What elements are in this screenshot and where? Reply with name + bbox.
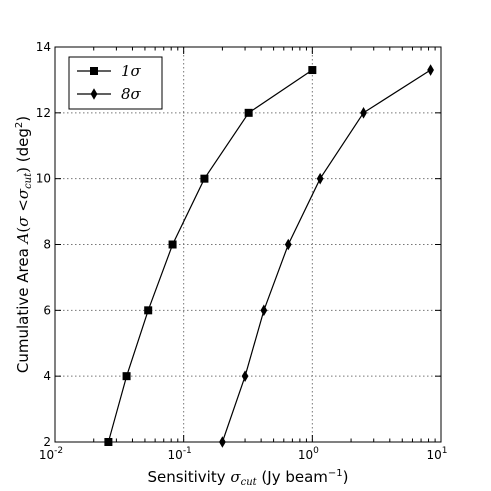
y-tick-label: 4 xyxy=(43,369,51,383)
ticks xyxy=(54,46,442,443)
y-tick-label: 8 xyxy=(43,238,51,252)
data-point xyxy=(168,240,177,249)
y-tick-label: 2 xyxy=(43,435,51,449)
legend-marker xyxy=(90,67,98,75)
data-point xyxy=(360,107,367,119)
y-tick-label: 14 xyxy=(36,40,51,54)
tick-labels: 2 4 6 8 10 12 14 10-2 10-1 100 101 xyxy=(36,40,448,462)
legend-entry-8sigma: 8σ xyxy=(121,85,142,103)
data-point xyxy=(200,174,209,183)
data-point xyxy=(308,66,317,75)
x-tick-label: 10-1 xyxy=(168,446,192,462)
data-point xyxy=(144,306,153,315)
legend-entry-1sigma: 1σ xyxy=(121,62,142,80)
x-axis-label: Sensitivity σcut (Jy beam−1) xyxy=(147,468,348,488)
data-point xyxy=(427,64,434,76)
y-axis-label: Cumulative Area A(σ <σcut) (deg2) xyxy=(14,116,34,373)
legend-marker-square xyxy=(90,67,98,75)
legend-box xyxy=(68,56,163,110)
y-tick-label: 12 xyxy=(36,106,51,120)
series-line xyxy=(107,69,313,443)
x-tick-label: 101 xyxy=(426,446,447,462)
series-1 xyxy=(219,64,434,448)
data-point xyxy=(241,370,249,382)
legend-marker xyxy=(90,88,98,100)
x-tick-label: 10-2 xyxy=(39,446,63,462)
legend-marker-diamond xyxy=(90,88,98,100)
series-0 xyxy=(104,66,317,446)
x-tick-label: 100 xyxy=(298,446,319,462)
y-tick-label: 6 xyxy=(43,303,51,317)
data-point xyxy=(284,238,292,251)
data-point xyxy=(260,304,268,317)
data-point xyxy=(316,172,324,185)
data-point xyxy=(244,108,253,117)
series-layer xyxy=(104,64,434,448)
y-tick-label: 10 xyxy=(36,172,51,186)
legend: 1σ 8σ xyxy=(68,56,163,110)
data-point xyxy=(122,372,131,381)
series-line xyxy=(221,69,431,443)
